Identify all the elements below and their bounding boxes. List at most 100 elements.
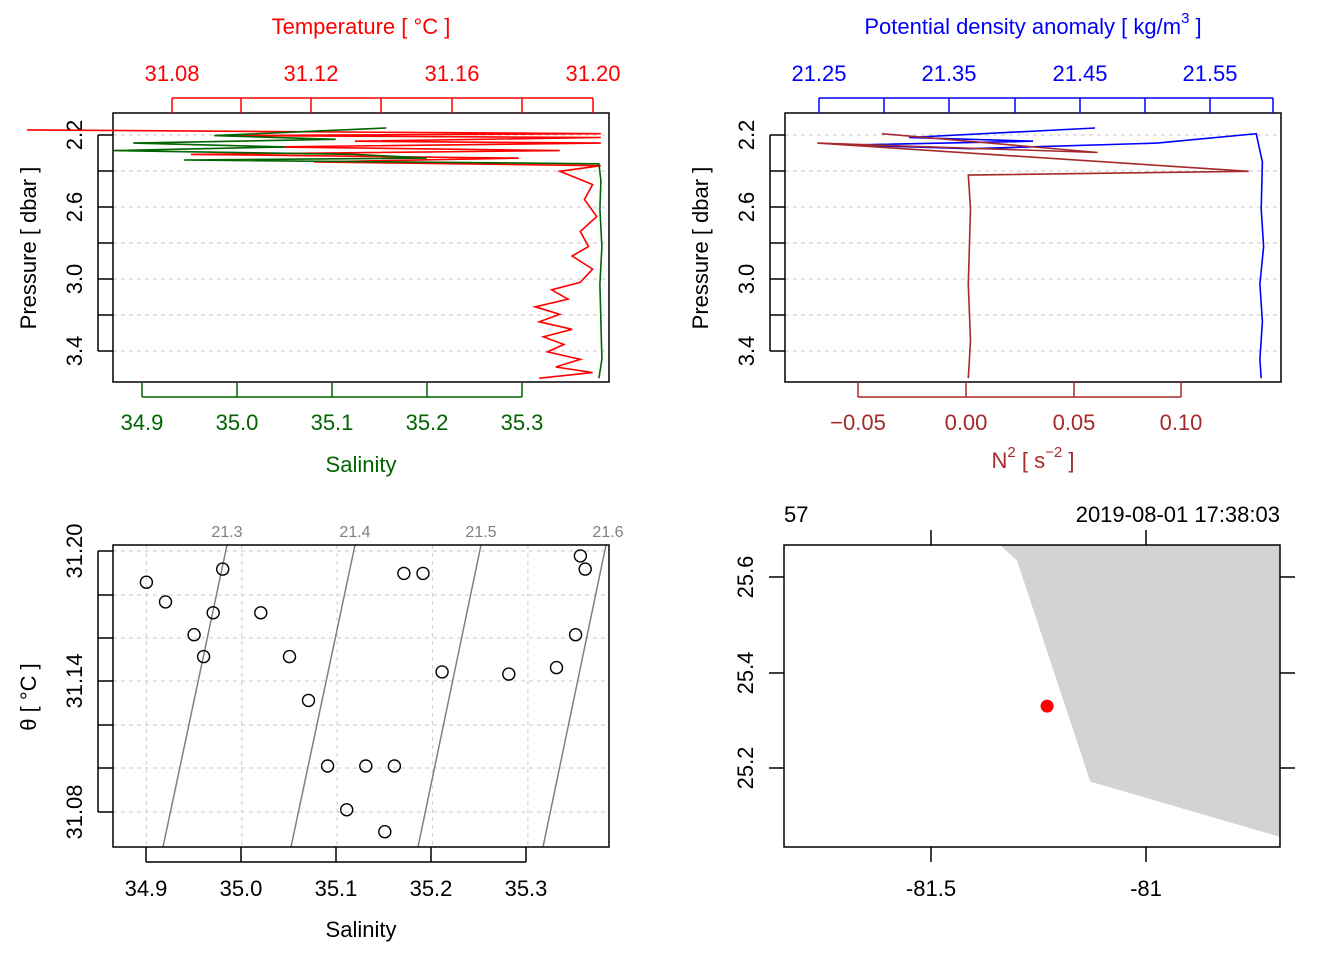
station-marker [1040,699,1054,713]
pressure-tick-label: 3.0 [734,264,759,295]
left-axis-pressure [97,134,113,352]
land-polygon [999,545,1280,837]
top-axis-density [818,97,1274,113]
bottom-axis-salinity [141,382,523,398]
theta-tick-label: 31.08 [62,784,87,839]
latitude-tick-label: 25.6 [733,556,758,599]
plot-frame [112,112,610,383]
profile-series [817,127,1265,379]
theta-tick-label: 31.20 [62,523,87,578]
isopycnal-label: 21.5 [465,524,496,541]
salinity-tick-label: 34.9 [121,410,164,435]
ts-point [282,649,297,664]
series-line-temperature [26,129,601,379]
theta-tick-label: 31.14 [62,653,87,708]
land-area [999,545,1280,837]
ts-point [416,566,430,581]
pressure-tick-label: 3.4 [62,336,87,367]
temperature-axis-title: Temperature [ °C ] [272,14,451,39]
panel-profile-density-n2: 21.25 21.35 21.45 21.55 Potential densit… [688,10,1282,473]
isopycnal-line [542,544,607,848]
isopycnal-line [162,544,228,848]
salinity-axis-title: Salinity [326,917,397,942]
ts-point [139,575,154,589]
n2-tick-label: 0.05 [1053,410,1096,435]
n2-tick-label: 0.00 [945,410,988,435]
series-line-potential-density-anomaly [846,127,1265,379]
longitude-tick-label: -81.5 [906,876,956,901]
temperature-tick-label: 31.08 [144,61,199,86]
density-axis-title: Potential density anomaly [ kg/m3 ] [864,10,1201,39]
ts-point [387,759,402,773]
pressure-tick-label: 3.4 [734,336,759,367]
ts-point [397,566,411,581]
ts-grid [113,545,609,847]
density-tick-label: 21.25 [791,61,846,86]
left-axis-theta [97,550,113,813]
ts-point [378,825,392,839]
ts-point [254,606,268,620]
panel-profile-temperature-salinity: 31.08 31.12 31.16 31.20 Temperature [ °C… [16,14,621,477]
pressure-tick-label: 2.2 [62,120,87,151]
ts-point [206,606,220,620]
isopycnal-label: 21.3 [211,524,242,541]
ts-point [502,667,516,681]
pressure-tick-label: 2.2 [734,120,759,151]
bottom-axis-salinity [145,847,527,863]
left-axis-pressure [769,134,785,352]
salinity-tick-label: 35.1 [315,876,358,901]
isopycnal-label: 21.6 [592,524,623,541]
isopycnal-label: 21.4 [339,524,370,541]
series-line-n2 [817,132,1249,379]
isopycnal-line [417,544,482,848]
map-ticks [769,530,1295,862]
top-axis-temperature [171,97,594,113]
station-id-label: 57 [784,502,808,527]
ts-point [158,595,173,609]
ts-point [359,759,373,773]
n2-axis-title: N2 [ s−2 ] [992,444,1075,473]
temperature-tick-label: 31.12 [283,61,338,86]
isopycnals [162,544,607,848]
salinity-tick-label: 35.0 [216,410,259,435]
ts-point [320,759,335,773]
ts-points [139,549,592,839]
density-tick-label: 21.45 [1052,61,1107,86]
salinity-tick-label: 35.2 [406,410,449,435]
ts-point [301,693,316,708]
ts-point [435,665,449,679]
ts-point [568,628,583,642]
temperature-tick-label: 31.16 [424,61,479,86]
profile-grid [113,134,609,352]
salinity-tick-label: 35.2 [410,876,453,901]
plot-frame [112,544,610,848]
plot-frame [784,112,1282,383]
ts-point [549,660,564,675]
latitude-tick-label: 25.2 [733,747,758,790]
panel-ts-diagram: 21.3 21.4 21.5 21.6 34.9 35.0 35.1 35.2 … [16,523,624,942]
theta-axis-title: θ [ °C ] [16,663,41,730]
salinity-tick-label: 34.9 [125,876,168,901]
salinity-tick-label: 35.1 [311,410,354,435]
pressure-tick-label: 2.6 [734,192,759,223]
ts-point [196,649,211,664]
latitude-tick-label: 25.4 [733,652,758,695]
n2-tick-label: −0.05 [830,410,886,435]
isopycnal-line [290,544,356,848]
station-point [1040,699,1054,713]
ts-point [215,562,230,576]
longitude-tick-label: -81 [1130,876,1162,901]
salinity-tick-label: 35.3 [505,876,548,901]
density-tick-label: 21.35 [921,61,976,86]
station-time-label: 2019-08-01 17:38:03 [1076,502,1280,527]
profile-series [26,127,603,379]
density-tick-label: 21.55 [1182,61,1237,86]
ts-point [578,562,592,576]
n2-tick-label: 0.10 [1160,410,1203,435]
pressure-axis-title: Pressure [ dbar ] [16,167,41,330]
pressure-tick-label: 2.6 [62,192,87,223]
bottom-axis-n2 [857,382,1182,398]
salinity-axis-title: Salinity [326,452,397,477]
ts-point [573,549,588,563]
